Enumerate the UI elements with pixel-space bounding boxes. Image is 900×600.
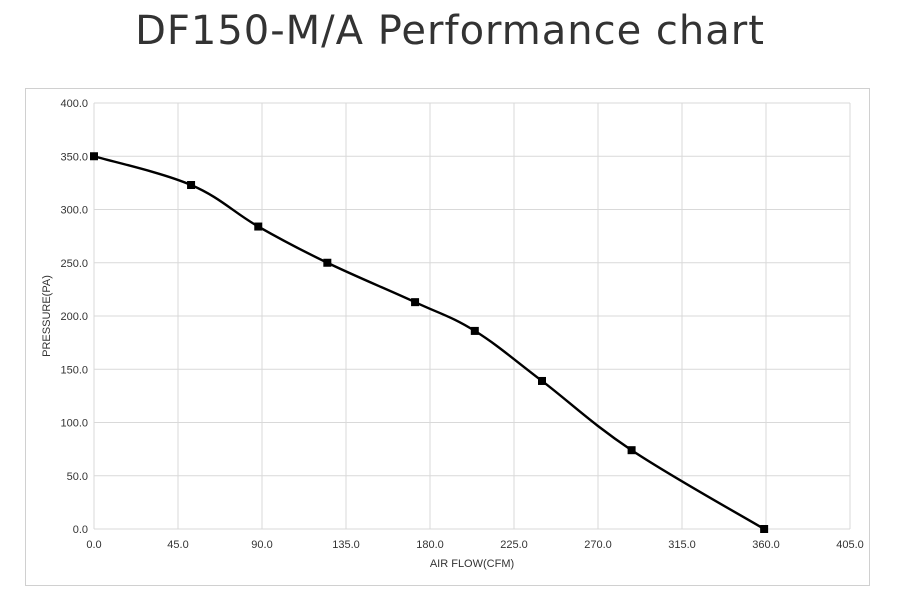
- x-tick-label: 0.0: [86, 539, 101, 551]
- series-line: [93, 155, 765, 531]
- y-tick-label: 250.0: [60, 258, 88, 270]
- data-point: [760, 525, 769, 533]
- x-axis-label: AIR FLOW(CFM): [430, 558, 514, 570]
- data-point: [254, 222, 263, 231]
- data-point: [323, 258, 332, 267]
- y-tick-label: 0.0: [73, 524, 88, 536]
- y-tick-label: 50.0: [67, 471, 88, 483]
- y-tick-label: 100.0: [60, 418, 88, 430]
- data-point: [538, 376, 546, 385]
- y-tick-label: 300.0: [60, 205, 88, 217]
- data-point: [411, 298, 420, 307]
- data-point: [90, 152, 98, 161]
- x-tick-label: 45.0: [167, 539, 188, 551]
- x-tick-label: 180.0: [416, 539, 444, 551]
- chart-title: DF150-M/A Performance chart: [135, 8, 765, 54]
- axes: 0.0 45.0 90.0 135.0 180.0 225.0 270.0 315.0 360.…: [60, 98, 863, 551]
- data-point: [187, 181, 196, 190]
- y-axis-label: PRESSURE(PA): [41, 275, 53, 357]
- chart-frame: [25, 88, 870, 586]
- x-tick-label: 315.0: [668, 539, 696, 551]
- x-tick-label: 225.0: [500, 539, 528, 551]
- x-tick-label: 360.0: [752, 539, 780, 551]
- x-tick-label: 135.0: [332, 539, 360, 551]
- data-point: [627, 446, 636, 455]
- y-tick-label: 350.0: [60, 151, 88, 163]
- y-tick-label: 200.0: [60, 311, 88, 323]
- x-tick-label: 405.0: [836, 539, 864, 551]
- y-tick-label: 150.0: [60, 364, 88, 376]
- y-tick-label: 400.0: [60, 98, 88, 110]
- data-point: [470, 326, 479, 335]
- grid: [93, 102, 851, 530]
- x-tick-label: 270.0: [584, 539, 612, 551]
- series: [90, 152, 769, 533]
- x-tick-label: 90.0: [251, 539, 272, 551]
